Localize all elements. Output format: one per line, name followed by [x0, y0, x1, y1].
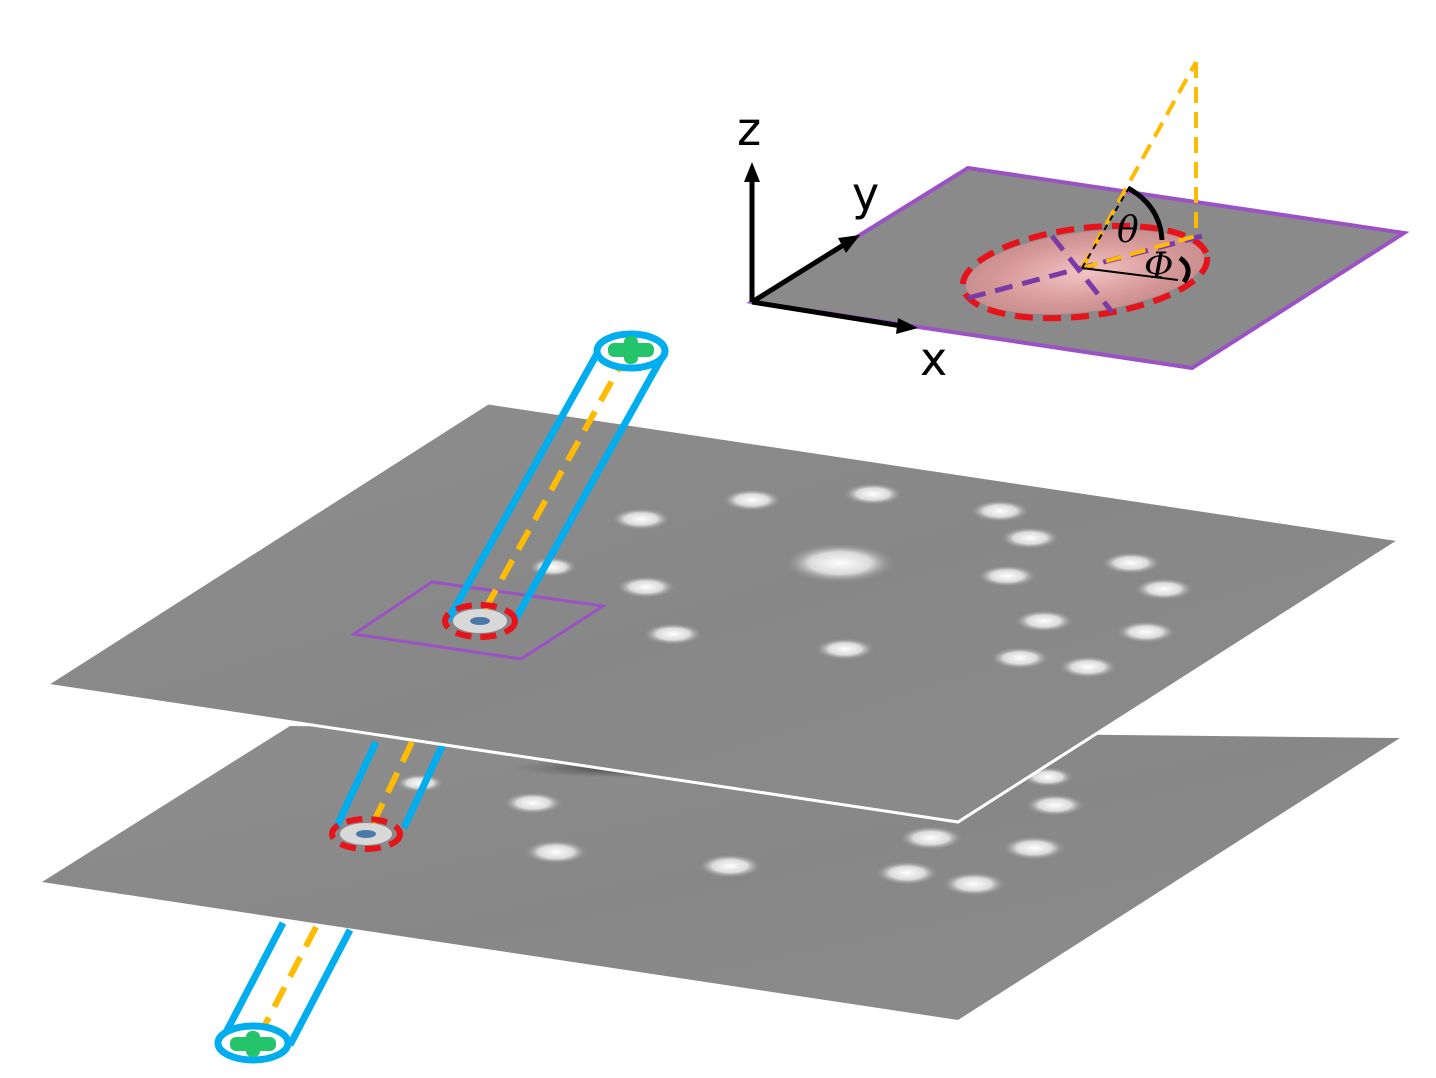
tube-bottom-segment	[214, 921, 354, 1064]
plane-spot	[616, 576, 676, 598]
plane-spot	[1014, 610, 1074, 632]
plane-spot	[611, 508, 671, 530]
plane-spot	[1058, 656, 1118, 678]
y-axis-label: y	[852, 167, 879, 221]
plane-spot	[815, 638, 875, 660]
plane-spot	[899, 826, 963, 850]
x-arrowhead	[896, 318, 918, 334]
orientation-vector	[1080, 61, 1198, 269]
tube-top-segment	[442, 330, 669, 640]
lower-image-plane	[42, 726, 1400, 1020]
plane-spot	[977, 565, 1037, 587]
plane-spot	[1002, 836, 1066, 860]
theta-label: θ	[1117, 210, 1139, 251]
plane-spot	[396, 774, 444, 792]
plane-spot	[1000, 527, 1060, 549]
detection-ellipse-lower	[329, 816, 403, 852]
plane-spot	[722, 489, 782, 511]
minor-axis	[1050, 234, 1114, 314]
plane-spot	[990, 647, 1050, 669]
plane-spot	[529, 557, 577, 577]
plane-spot	[970, 500, 1030, 522]
plane-spot	[643, 623, 703, 645]
x-axis-label: x	[920, 332, 947, 386]
inset-zoom-panel: θ Φ	[746, 61, 1410, 371]
inset-detection-ellipse	[959, 222, 1211, 322]
plane-spot	[784, 543, 896, 583]
plane-spot	[875, 861, 939, 885]
phi-label: Φ	[1144, 246, 1174, 287]
tube-middle-segment	[329, 740, 448, 852]
coordinate-axes: z y x	[737, 102, 947, 386]
plane-spot	[524, 840, 588, 864]
z-arrowhead	[744, 162, 760, 182]
x-axis	[751, 299, 903, 329]
upper-image-plane	[41, 401, 1405, 824]
plane-spot	[698, 854, 762, 878]
cross-icon	[230, 1031, 276, 1057]
y-axis	[750, 241, 847, 305]
z-axis-label: z	[737, 102, 761, 156]
phi-arc	[1178, 255, 1191, 284]
detection-ellipse-upper	[442, 602, 518, 640]
vector-projection-horizontal	[1081, 234, 1197, 270]
plane-spot	[1134, 578, 1194, 600]
normal-reference-line	[1081, 185, 1131, 269]
plane-spot	[1101, 552, 1161, 574]
azimuth-reference-line	[1081, 267, 1179, 281]
roi-box	[349, 580, 608, 661]
plane-spot	[1116, 621, 1176, 643]
plane-spot	[503, 792, 563, 814]
plane-spot	[942, 872, 1006, 896]
theta-arc	[1126, 185, 1165, 241]
y-arrowhead	[838, 235, 860, 253]
plane-spot	[1025, 794, 1085, 816]
cross-icon	[608, 336, 654, 364]
plane-spot	[843, 483, 903, 505]
